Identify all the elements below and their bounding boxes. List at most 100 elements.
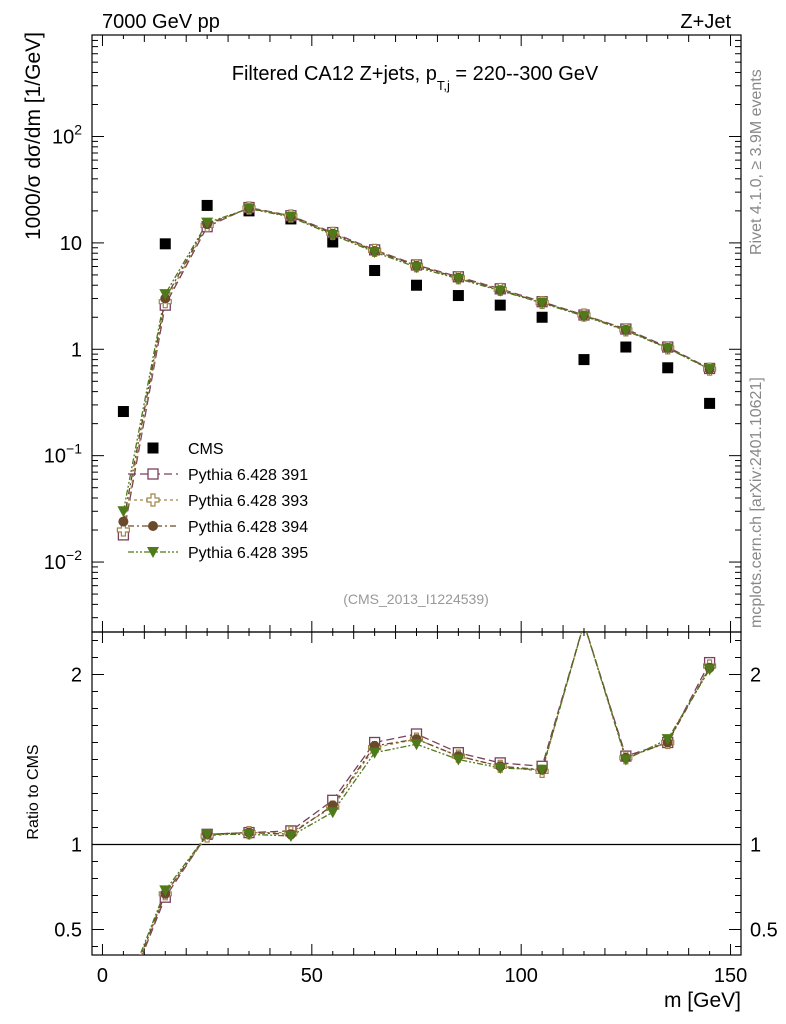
ratio-point (368, 747, 381, 759)
series-line-bottom-p395 (139, 632, 711, 955)
legend-label-cms: CMS (188, 441, 224, 458)
y-tick-base: 10 (44, 552, 66, 574)
y-tick-exponent: 2 (74, 122, 82, 138)
y-tick-exponent: −2 (66, 547, 82, 563)
data-point (369, 265, 381, 277)
data-point (326, 229, 339, 241)
header-left: 7000 GeV pp (102, 11, 220, 33)
ratio-point (703, 664, 716, 676)
top-panel-frame (91, 34, 742, 633)
rivet-label: Rivet 4.1.0, ≥ 3.9M events (748, 69, 765, 255)
legend: CMS Pythia 6.428 391 Pythia 6.428 393 Pythi… (128, 441, 308, 562)
ratio-point (661, 734, 674, 746)
y-tick-label-bottom-right: 0.5 (750, 920, 778, 942)
data-point (494, 285, 507, 297)
y-axis-label-top: 1000/σ dσ/dm [1/GeV] (22, 32, 45, 240)
legend-marker-p395 (147, 547, 159, 558)
plot-title-sub: T,j (437, 78, 450, 93)
y-tick-base: 10 (44, 446, 66, 468)
series-line-top-p391 (122, 206, 710, 536)
data-point (704, 397, 716, 409)
data-point (284, 212, 297, 224)
ratio-points-p391 (159, 656, 716, 903)
data-point (117, 406, 129, 418)
data-point (116, 523, 131, 537)
data-point (662, 362, 674, 374)
data-point (619, 325, 632, 337)
series-line-bottom-p394 (140, 632, 711, 955)
data-point (201, 217, 214, 229)
data-point (577, 311, 590, 323)
data-point (117, 506, 130, 518)
data-points-cms (117, 199, 716, 418)
data-point (703, 364, 716, 376)
ratio-point (410, 739, 423, 751)
data-point (243, 203, 256, 215)
y-tick-label-top: 10 (60, 233, 82, 255)
y-tick-exponent: −1 (66, 441, 82, 457)
data-points-p391 (117, 201, 716, 541)
data-points-p393 (116, 201, 717, 537)
legend-label-p394: Pythia 6.428 394 (188, 519, 308, 536)
ratio-point (243, 829, 256, 841)
y-tick-label-bottom-left: 1 (71, 835, 82, 857)
series-line-bottom-p391 (141, 632, 711, 955)
ratio-point (494, 763, 507, 774)
ratio-point (619, 754, 632, 766)
legend-marker-p394 (148, 521, 158, 531)
data-point (411, 279, 422, 291)
ratio-points-p395 (159, 664, 716, 897)
plot-title: Filtered CA12 Z+jets, pT,j = 220--300 Ge… (232, 63, 599, 93)
data-point (494, 299, 506, 311)
x-tick-label: 100 (504, 965, 537, 987)
legend-label-p395: Pythia 6.428 395 (188, 545, 308, 562)
y-tick-label-bottom-right: 2 (750, 665, 761, 687)
bottom-panel-frame (91, 631, 742, 956)
y-axis-label-bottom: Ratio to CMS (25, 744, 42, 839)
data-point (536, 311, 548, 323)
data-point (452, 290, 464, 302)
data-point (327, 236, 339, 248)
legend-label-p391: Pythia 6.428 391 (188, 467, 308, 484)
y-tick-label-top: 10−2 (44, 547, 82, 574)
y-tick-label-top: 102 (52, 122, 82, 149)
data-point (578, 354, 590, 366)
mcplots-label: mcplots.cern.ch [arXiv:2401.10621] (748, 377, 765, 628)
legend-marker-cms (147, 442, 159, 454)
plot-title-rest: = 220--300 GeV (450, 63, 599, 85)
data-point (410, 262, 423, 274)
data-point (620, 341, 632, 353)
data-point (201, 199, 213, 211)
data-point (118, 516, 129, 527)
plot-title-main: Filtered CA12 Z+jets, p (232, 63, 437, 85)
y-tick-label-bottom-left: 2 (71, 665, 82, 687)
ratio-point (452, 754, 465, 766)
x-axis-label: m [GeV] (664, 989, 741, 1012)
y-tick-label-bottom-right: 1 (750, 835, 761, 857)
data-points (116, 199, 717, 903)
ratio-points-p394 (160, 662, 715, 899)
series-line-bottom-p393 (140, 632, 711, 955)
legend-label-p393: Pythia 6.428 393 (188, 493, 308, 510)
ratio-point (326, 807, 339, 819)
x-tick-label: 0 (97, 965, 108, 987)
y-tick-label-top: 1 (71, 339, 82, 361)
ratio-points-p393 (158, 659, 717, 901)
series-line-top-p395 (122, 207, 710, 512)
header-right: Z+Jet (680, 11, 731, 33)
data-points-p395 (117, 203, 716, 518)
y-tick-label-top: 10−1 (44, 441, 82, 468)
data-point (661, 343, 674, 355)
data-point (368, 247, 381, 259)
y-tick-label-bottom-left: 0.5 (54, 920, 82, 942)
data-point (159, 238, 171, 250)
y-tick-base: 10 (52, 127, 74, 149)
ratio-point (159, 885, 172, 897)
x-tick-label: 150 (714, 965, 747, 987)
ratio-point (536, 764, 549, 776)
legend-marker-p393 (146, 493, 160, 507)
axis-ticks (92, 34, 741, 955)
ratio-point (284, 831, 297, 842)
data-point (536, 298, 549, 310)
